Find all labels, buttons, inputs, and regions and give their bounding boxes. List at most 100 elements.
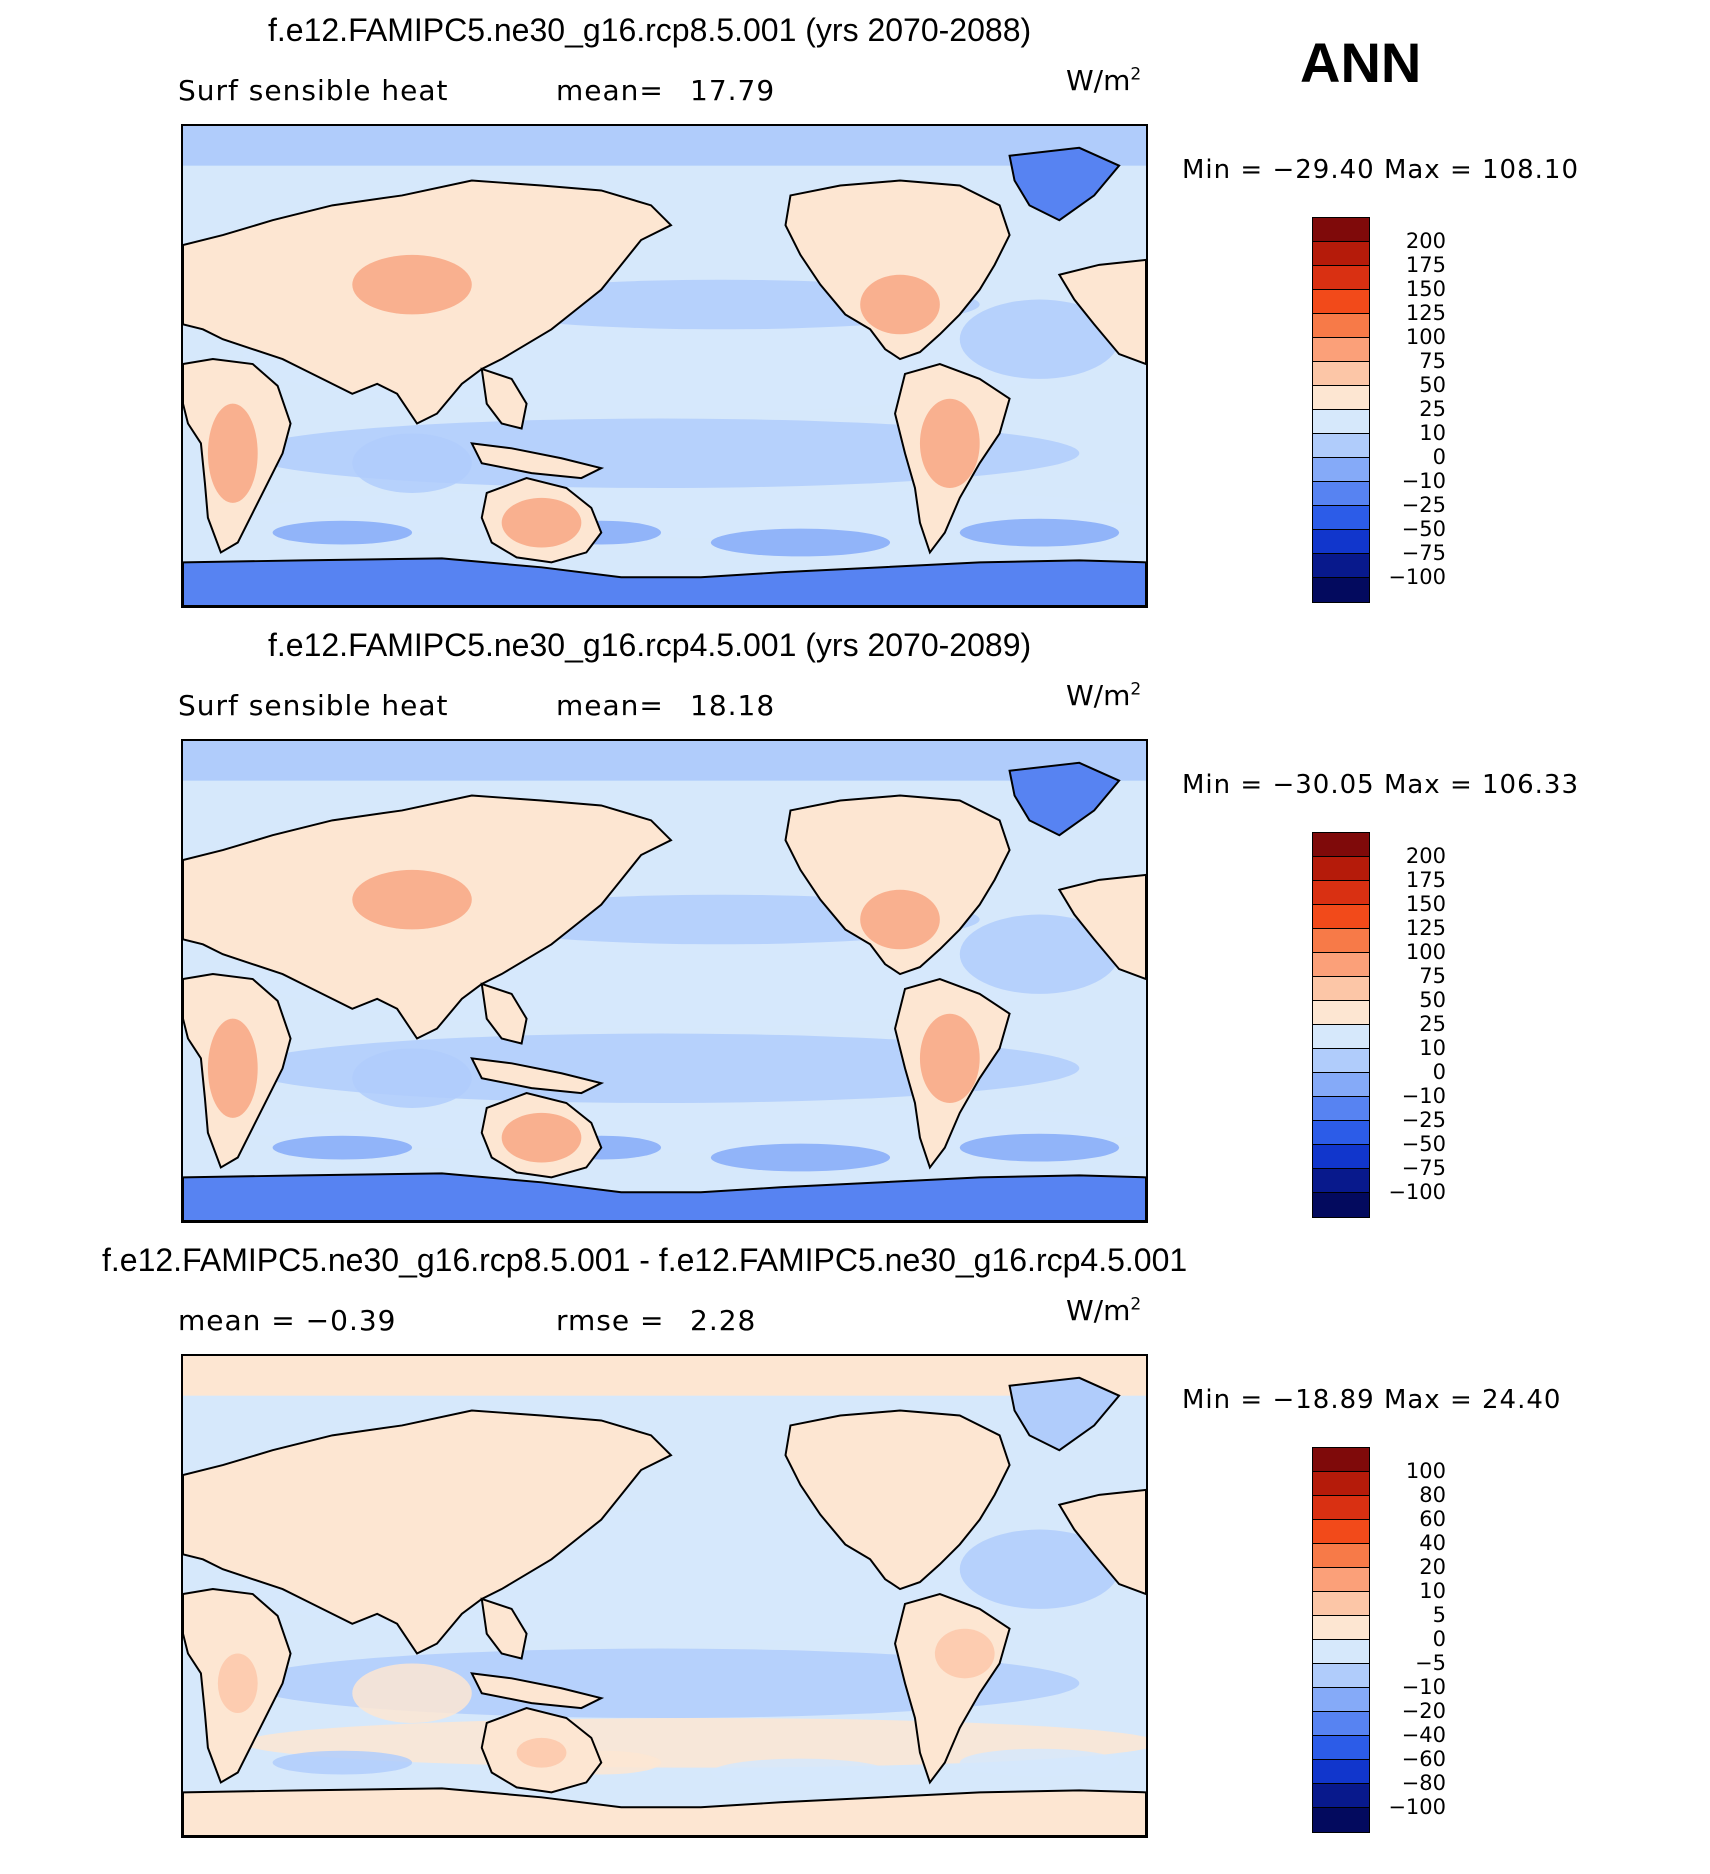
colorbar-swatch	[1313, 1784, 1369, 1808]
colorbar-tick-label: 150	[1405, 892, 1446, 916]
colorbar-tick-label: −50	[1401, 1132, 1446, 1156]
continent-europeEast	[1057, 258, 1146, 366]
colorbar-swatch	[1313, 506, 1369, 530]
ocean-region	[352, 433, 472, 493]
colorbar-tick-label: 50	[1419, 373, 1446, 397]
colorbar-tick-label: −25	[1401, 1108, 1446, 1132]
warm-land-region	[501, 1112, 582, 1163]
colorbar-swatch	[1313, 290, 1369, 314]
ocean-region	[959, 518, 1120, 547]
panel-title: f.e12.FAMIPC5.ne30_g16.rcp8.5.001 (yrs 2…	[268, 12, 1032, 48]
warm-land-region	[217, 1653, 258, 1714]
panel-stat-value: 2.28	[690, 1304, 757, 1337]
colorbar-swatch	[1313, 1592, 1369, 1616]
ocean-region	[959, 1133, 1120, 1162]
units-text: W/m	[1066, 1294, 1131, 1327]
min-label: Min =	[1182, 770, 1264, 800]
colorbar-swatch	[1313, 881, 1369, 905]
colorbar-swatch	[1313, 929, 1369, 953]
max-label: Max =	[1383, 1385, 1473, 1415]
continent-antarctica	[183, 557, 1146, 606]
colorbar-swatch	[1313, 977, 1369, 1001]
ocean-region	[272, 1750, 413, 1775]
colorbar	[1312, 217, 1370, 603]
colorbar-tick-label: −100	[1388, 565, 1446, 589]
units-label: W/m2	[1066, 679, 1141, 712]
max-label: Max =	[1383, 770, 1473, 800]
colorbar-labels: 100 80 60 40 20 10 5 0 −5 −10 −20 −40 −60 −80 −100	[1376, 1447, 1446, 1831]
warm-land-region	[352, 254, 472, 315]
map-panel: f.e12.FAMIPC5.ne30_g16.rcp4.5.001 (yrs 2…	[0, 615, 1710, 1230]
colorbar-swatch	[1313, 1616, 1369, 1640]
continent-greenland	[1008, 1376, 1121, 1452]
colorbar-tick-label: 125	[1405, 916, 1446, 940]
ocean-region	[272, 520, 413, 545]
panel-left-label: Surf sensible heat	[178, 74, 449, 107]
colorbar-tick-label: 100	[1405, 940, 1446, 964]
colorbar-swatch	[1313, 1145, 1369, 1169]
continent-indochina	[480, 982, 528, 1045]
colorbar-tick-label: 0	[1432, 1627, 1446, 1651]
continent-indonesia	[470, 442, 605, 480]
colorbar-tick-label: 25	[1419, 1012, 1446, 1036]
colorbar-swatch	[1313, 1496, 1369, 1520]
colorbar-tick-label: −50	[1401, 517, 1446, 541]
units-exponent: 2	[1130, 1294, 1142, 1315]
colorbar-swatch	[1313, 857, 1369, 881]
min-label: Min =	[1182, 1385, 1264, 1415]
arctic-band	[183, 126, 1146, 166]
colorbar-tick-label: 125	[1405, 301, 1446, 325]
colorbar-tick-label: −10	[1401, 1675, 1446, 1699]
panel-left-label: Surf sensible heat	[178, 689, 449, 722]
colorbar-tick-label: −20	[1401, 1699, 1446, 1723]
continent-indonesia	[470, 1057, 605, 1095]
colorbar-swatch	[1313, 1073, 1369, 1097]
ocean-region	[959, 1529, 1120, 1609]
colorbar-tick-label: 50	[1419, 988, 1446, 1012]
max-value: 106.33	[1482, 770, 1579, 800]
panel-stat-label: mean=	[556, 74, 664, 107]
warm-land-region	[516, 1737, 567, 1768]
warm-land-region	[207, 403, 258, 503]
ocean-region	[959, 914, 1120, 994]
colorbar-swatch	[1313, 1760, 1369, 1784]
colorbar-tick-label: 100	[1405, 325, 1446, 349]
colorbar-swatch	[1313, 482, 1369, 506]
map-svg	[183, 126, 1146, 606]
continent-indochina	[480, 367, 528, 430]
colorbar-tick-label: −75	[1401, 1156, 1446, 1180]
colorbar-tick-label: 175	[1405, 253, 1446, 277]
min-max-readout: Min = −30.05 Max = 106.33	[1182, 770, 1602, 800]
colorbar-tick-label: 60	[1419, 1507, 1446, 1531]
colorbar-swatch	[1313, 338, 1369, 362]
ocean-region	[352, 1663, 472, 1723]
world-map	[181, 124, 1148, 608]
max-label: Max =	[1383, 155, 1473, 185]
panel-left-label: mean = −0.39	[178, 1304, 397, 1337]
colorbar-tick-label: 200	[1405, 844, 1446, 868]
panel-stat-label: rmse =	[556, 1304, 665, 1337]
colorbar-swatch	[1313, 218, 1369, 242]
map-svg	[183, 1356, 1146, 1836]
colorbar-tick-label: −75	[1401, 541, 1446, 565]
continent-europeEast	[1057, 1488, 1146, 1596]
warm-land-region	[352, 869, 472, 930]
continent-europeEast	[1057, 873, 1146, 981]
continent-greenland	[1008, 761, 1121, 837]
arctic-band	[183, 1356, 1146, 1396]
colorbar-swatch	[1313, 530, 1369, 554]
warm-land-region	[919, 398, 980, 488]
colorbar-tick-label: 25	[1419, 397, 1446, 421]
ocean-region	[710, 1143, 891, 1172]
colorbar	[1312, 1447, 1370, 1833]
colorbar-swatch	[1313, 1736, 1369, 1760]
colorbar-tick-label: 10	[1419, 1579, 1446, 1603]
colorbar-swatch	[1313, 833, 1369, 857]
continent-antarctica	[183, 1172, 1146, 1221]
colorbar-swatch	[1313, 1121, 1369, 1145]
map-panel: f.e12.FAMIPC5.ne30_g16.rcp8.5.001 (yrs 2…	[0, 0, 1710, 615]
colorbar-tick-label: 80	[1419, 1483, 1446, 1507]
warm-land-region	[860, 889, 940, 950]
colorbar-swatch	[1313, 314, 1369, 338]
colorbar-swatch	[1313, 1001, 1369, 1025]
